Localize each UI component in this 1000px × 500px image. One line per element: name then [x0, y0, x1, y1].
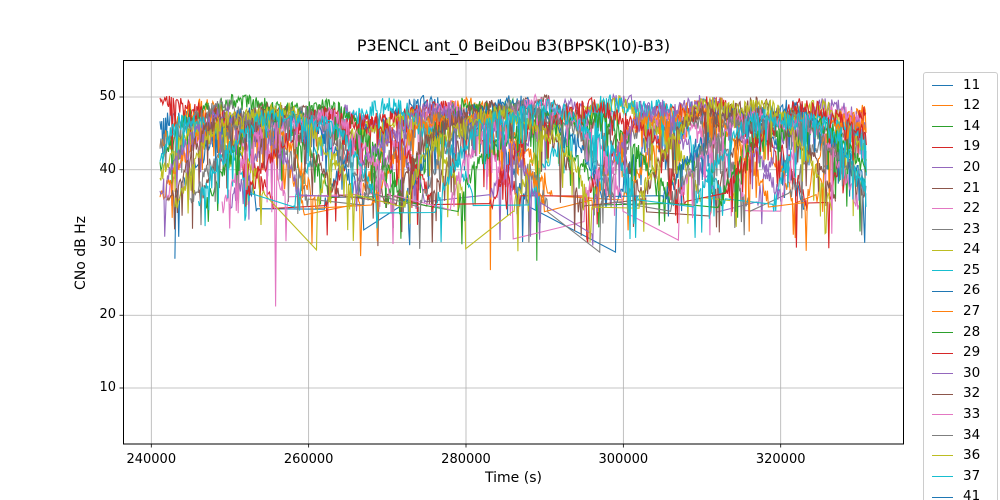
legend-label: 41: [963, 488, 981, 500]
legend-label: 27: [963, 303, 981, 320]
legend-label: 33: [963, 406, 981, 423]
legend-line-sample: [932, 311, 953, 313]
legend-line-sample: [932, 270, 953, 272]
legend-item-25: 25: [924, 260, 997, 281]
y-tick-label-40: 40: [99, 161, 116, 177]
legend-item-19: 19: [924, 137, 997, 158]
y-tick-label-30: 30: [99, 234, 116, 250]
legend-label: 28: [963, 323, 981, 340]
y-tick-label-50: 50: [99, 89, 116, 104]
legend-line-sample: [932, 434, 953, 436]
legend-item-33: 33: [924, 405, 997, 426]
legend-item-21: 21: [924, 178, 997, 199]
legend-line-sample: [932, 290, 953, 292]
legend-label: 34: [963, 426, 981, 443]
x-tick-label-320000: 320000: [755, 452, 806, 467]
series-line-36: [174, 97, 833, 243]
axis-ticks: [119, 96, 782, 448]
legend-label: 21: [963, 179, 981, 196]
legend-line-sample: [932, 84, 953, 86]
legend-item-24: 24: [924, 240, 997, 261]
legend-label: 22: [963, 200, 981, 217]
x-tick-label-260000: 260000: [283, 452, 334, 467]
legend-item-22: 22: [924, 199, 997, 220]
x-tick-label-280000: 280000: [441, 452, 491, 467]
legend-label: 30: [963, 364, 981, 381]
legend-item-34: 34: [924, 425, 997, 446]
legend-label: 20: [963, 158, 981, 175]
legend-line-sample: [932, 331, 953, 333]
legend-item-26: 26: [924, 281, 997, 302]
x-tick-label-240000: 240000: [126, 452, 177, 467]
legend-label: 32: [963, 385, 981, 402]
legend-item-30: 30: [924, 363, 997, 384]
legend-line-sample: [932, 414, 953, 416]
series-line-26: [174, 95, 867, 259]
y-tick-label-10: 10: [99, 380, 116, 395]
legend-item-11: 11: [924, 75, 997, 96]
series-line-37: [197, 98, 867, 243]
legend-line-sample: [932, 476, 953, 478]
legend-label: 11: [963, 76, 981, 93]
legend-line-sample: [932, 455, 953, 457]
legend-line-sample: [932, 105, 953, 107]
legend-item-28: 28: [924, 322, 997, 343]
legend-item-partial-41: 41: [924, 487, 997, 500]
legend-label: 12: [963, 97, 981, 114]
legend-label: 23: [963, 220, 981, 237]
legend-item-36: 36: [924, 446, 997, 467]
legend-line-sample: [932, 393, 953, 395]
legend-line-sample: [932, 187, 953, 189]
legend-line-sample: [932, 373, 953, 375]
legend-line-sample: [932, 228, 953, 230]
x-axis-label: Time (s): [485, 470, 542, 486]
legend-label: 37: [963, 467, 981, 484]
legend-line-sample: [932, 125, 953, 127]
legend-label: 29: [963, 344, 981, 361]
legend-line-sample: [932, 249, 953, 251]
axes-frame: [123, 60, 904, 445]
legend-item-29: 29: [924, 343, 997, 364]
legend-box: 11 12 14 19 20 21 22 23 24 25 26 27 28 29 30 32 33 34 36 37…: [923, 72, 998, 500]
legend-item-20: 20: [924, 157, 997, 178]
legend-line-sample: [932, 167, 953, 169]
y-tick-label-20: 20: [99, 307, 116, 323]
legend-label: 26: [963, 282, 981, 299]
legend-label: 19: [963, 138, 981, 155]
legend-item-32: 32: [924, 384, 997, 405]
legend-item-14: 14: [924, 116, 997, 137]
legend-item-27: 27: [924, 302, 997, 323]
x-tick-label-300000: 300000: [598, 452, 649, 467]
data-series-group: [159, 92, 868, 307]
legend-label: 25: [963, 261, 981, 278]
legend-label: 24: [963, 241, 981, 258]
legend-line-sample: [932, 496, 953, 498]
legend-line-sample: [932, 352, 953, 354]
legend-item-23: 23: [924, 219, 997, 240]
legend-line-sample: [932, 146, 953, 148]
chart-title: P3ENCL ant_0 BeiDou B3(BPSK(10)-B3): [356, 36, 671, 55]
legend-item-12: 12: [924, 96, 997, 117]
legend-label: 14: [963, 117, 981, 134]
legend-label: 36: [963, 447, 981, 464]
legend-line-sample: [932, 208, 953, 210]
legend-item-37: 37: [924, 466, 997, 487]
